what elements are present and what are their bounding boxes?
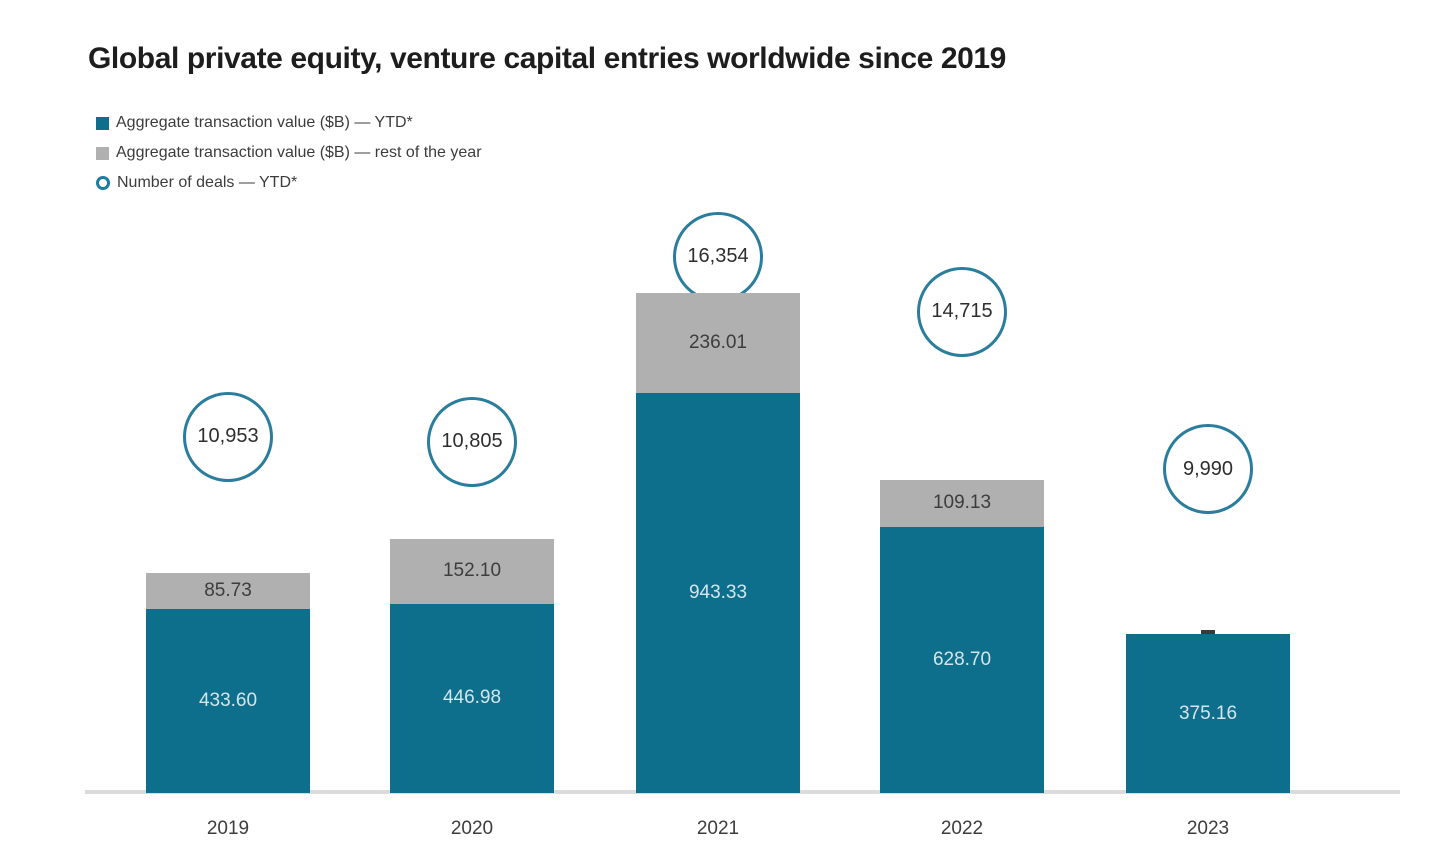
deals-circle: 10,953 <box>183 391 273 482</box>
chart-title: Global private equity, venture capital e… <box>88 42 1006 75</box>
gray-square-icon <box>96 146 109 160</box>
circle-ring-icon <box>96 176 110 190</box>
x-tick-label-2022: 2022 <box>940 818 984 839</box>
rest-segment: 109.13 <box>880 480 1044 527</box>
legend-label: Aggregate transaction value ($B) — YTD* <box>116 114 413 131</box>
teal-square-icon <box>96 116 109 130</box>
deals-circle: 16,354 <box>673 211 763 302</box>
deals-value-label: 9,990 <box>1182 457 1234 480</box>
rest-value-label: 85.73 <box>204 580 252 602</box>
ytd-segment: 446.98 <box>390 603 554 793</box>
ytd-value-label: 433.60 <box>198 690 258 712</box>
rest-value-label: 109.13 <box>932 492 992 514</box>
rest-segment: 85.73 <box>146 572 310 610</box>
legend-item-deals: Number of deals — YTD* <box>96 174 482 192</box>
legend-item-ytd-value: Aggregate transaction value ($B) — YTD* <box>96 114 482 132</box>
ytd-value-label: 375.16 <box>1178 702 1238 724</box>
ytd-value-label: 943.33 <box>688 582 748 604</box>
ytd-segment: 433.60 <box>146 609 310 793</box>
x-tick-label-2023: 2023 <box>1186 818 1230 839</box>
rest-value-label: 236.01 <box>688 332 748 354</box>
x-tick-label-2021: 2021 <box>696 818 740 839</box>
ytd-value-label: 446.98 <box>442 687 502 709</box>
rest-segment: 152.10 <box>390 539 554 604</box>
ytd-segment: 375.16 <box>1126 634 1290 793</box>
legend-item-rest-value: Aggregate transaction value ($B) — rest … <box>96 144 482 162</box>
legend-label: Aggregate transaction value ($B) — rest … <box>116 144 482 161</box>
legend-label: Number of deals — YTD* <box>117 174 298 191</box>
ytd-segment: 628.70 <box>880 526 1044 793</box>
deals-value-label: 14,715 <box>931 300 993 322</box>
ytd-segment: 943.33 <box>636 393 800 793</box>
chart-legend: Aggregate transaction value ($B) — YTD* … <box>96 114 482 192</box>
x-tick-label-2020: 2020 <box>450 818 494 839</box>
ytd-value-label: 628.70 <box>932 648 992 670</box>
deals-circle: 10,805 <box>427 396 517 487</box>
x-tick-label-2019: 2019 <box>206 818 250 839</box>
deals-value-label: 10,805 <box>441 430 503 453</box>
tiny-top-tick-marker <box>1201 630 1215 635</box>
deals-circle: 9,990 <box>1163 424 1253 514</box>
deals-value-label: 16,354 <box>687 245 749 268</box>
deals-circle: 14,715 <box>917 266 1007 357</box>
deals-value-label: 10,953 <box>197 425 259 448</box>
rest-segment: 236.01 <box>636 293 800 394</box>
rest-value-label: 152.10 <box>442 560 502 582</box>
